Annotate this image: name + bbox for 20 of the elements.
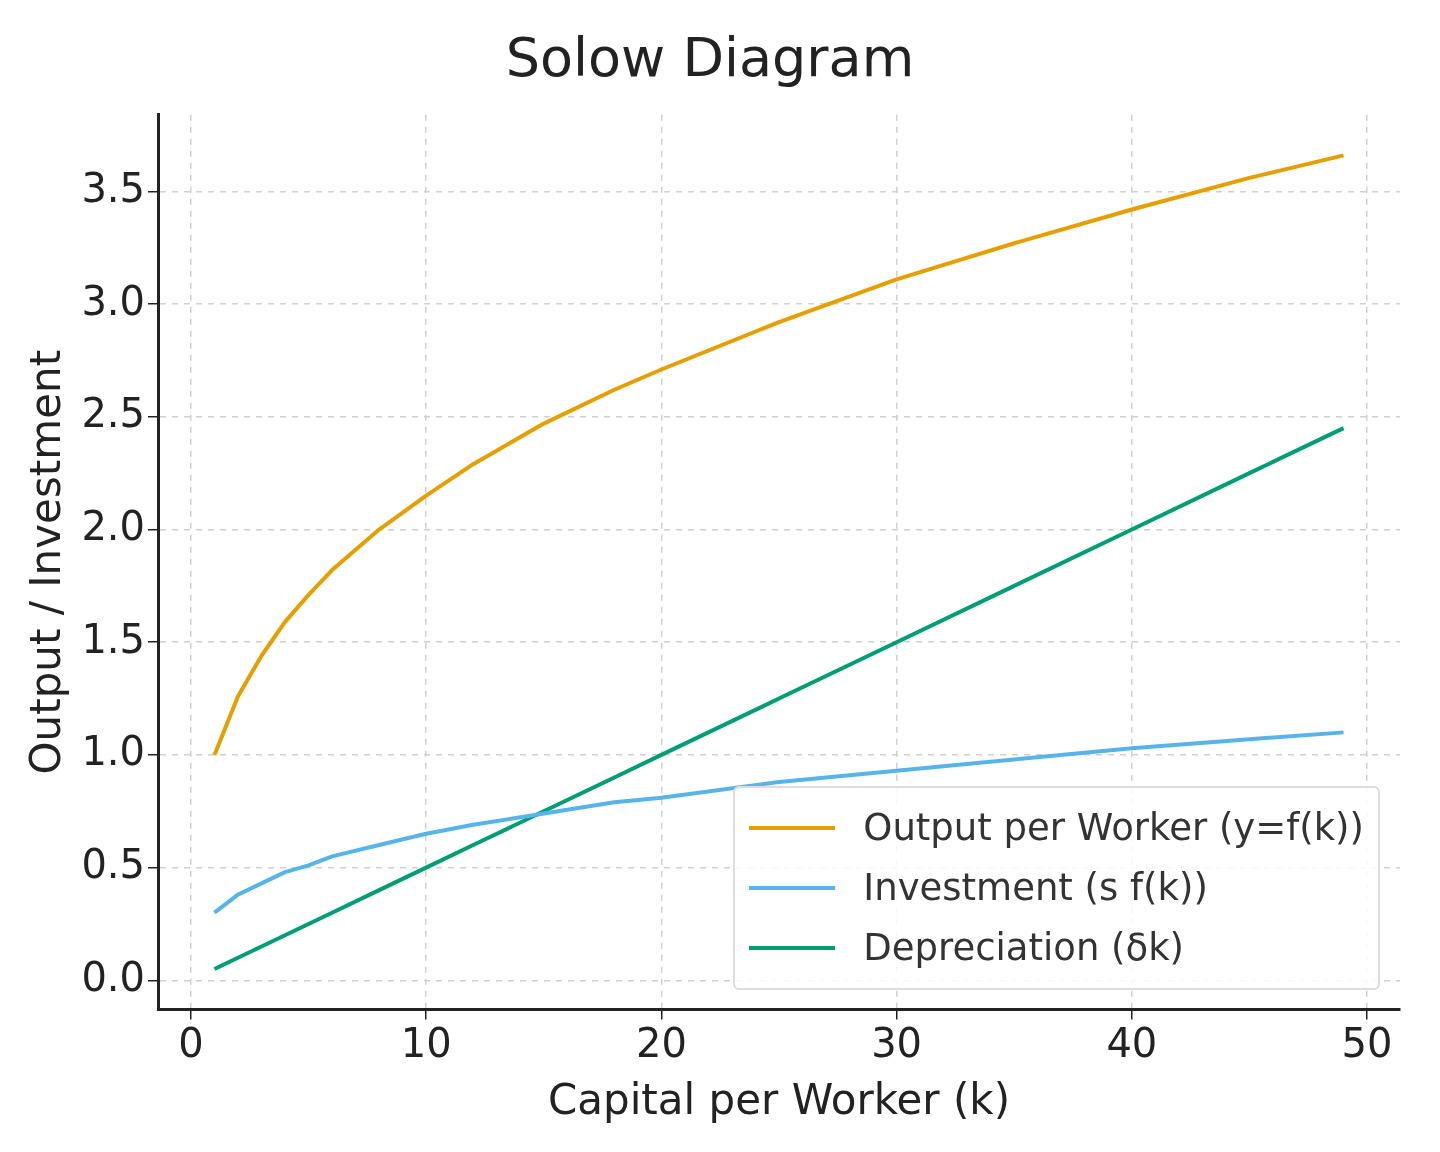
y-tick-label: 2.5	[81, 390, 146, 437]
x-tick-label: 50	[1341, 1019, 1393, 1066]
x-tick-label: 30	[871, 1019, 923, 1066]
y-tick-label: 0.5	[81, 840, 146, 887]
y-tick-label: 2.0	[81, 502, 146, 549]
x-tick-label: 0	[178, 1019, 204, 1066]
legend-label: Output per Worker (y=f(k))	[863, 806, 1364, 850]
y-tick-label: 1.5	[81, 615, 146, 662]
legend-label: Investment (s f(k))	[863, 866, 1208, 910]
y-tick-label: 0.0	[81, 953, 146, 1000]
y-tick-label: 3.5	[81, 164, 146, 211]
x-tick-label: 10	[400, 1019, 452, 1066]
x-axis-title: Capital per Worker (k)	[547, 1074, 1011, 1124]
legend-label: Depreciation (δk)	[863, 926, 1185, 970]
y-axis-title: Output / Investment	[21, 349, 71, 775]
x-tick-label: 40	[1106, 1019, 1158, 1066]
chart-title: Solow Diagram	[505, 26, 915, 90]
y-tick-label: 1.0	[81, 728, 146, 775]
x-tick-label: 20	[635, 1019, 687, 1066]
y-tick-label: 3.0	[81, 277, 146, 324]
